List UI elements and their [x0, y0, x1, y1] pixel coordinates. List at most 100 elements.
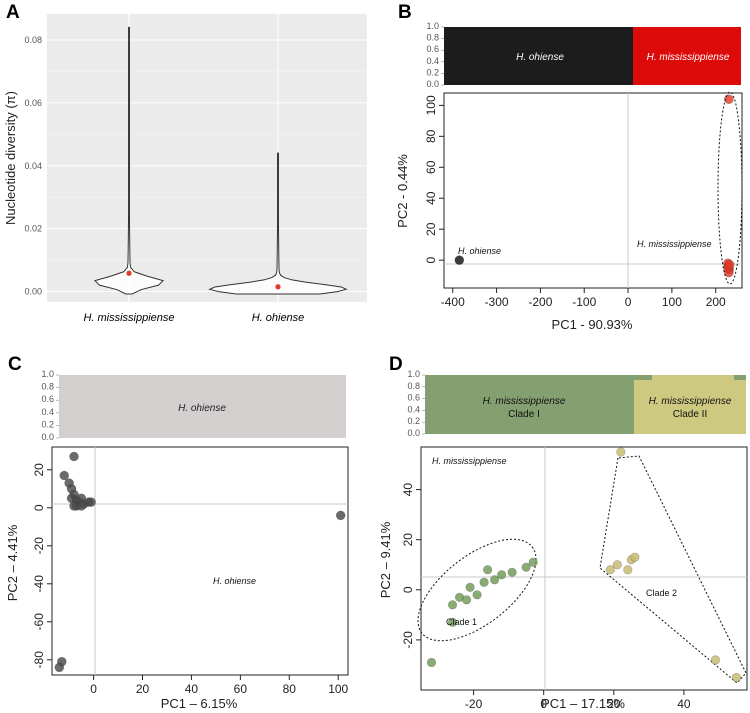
- y-tick-label: 60: [424, 160, 438, 174]
- structure-tick-label: 0.0: [407, 428, 420, 438]
- panel-d-bar-label-2: H. mississippiense: [649, 396, 732, 407]
- y-tick-label: 20: [401, 533, 415, 547]
- x-tick-label: 80: [283, 682, 297, 696]
- panel-c-letter: C: [8, 354, 22, 375]
- panel-d-plot-frame: [420, 446, 748, 691]
- panel-d-point: [465, 582, 475, 592]
- panel-a-y-tick: 0.00: [24, 287, 42, 297]
- panel-d-bar-admix-1: [634, 375, 652, 380]
- panel-c-structure: H. ohiense 0.0 0.2 0.4 0.6 0.8 1.0: [41, 369, 346, 442]
- panel-d-letter: D: [389, 354, 403, 375]
- panel-c-point: [76, 501, 87, 511]
- panel-a-y-label: Nucleotide diversity (π): [3, 91, 18, 225]
- panel-d-point: [612, 560, 622, 570]
- structure-tick-label: 1.0: [41, 369, 54, 379]
- x-tick-label: -400: [441, 295, 465, 309]
- panel-a-violin: [208, 152, 348, 295]
- panel-b-structure: H. ohiense H. mississippiense 0.00.20.40…: [426, 21, 741, 89]
- panel-d-bar-label-1b: Clade I: [508, 409, 540, 420]
- panel-c: C H. ohiense 0.0 0.2 0.4 0.6 0.8 1.0 0 20 40 60 8…: [5, 354, 349, 711]
- x-tick-label: 20: [136, 682, 150, 696]
- panel-d-point: [497, 570, 507, 580]
- structure-tick-label: 0.4: [407, 404, 420, 414]
- panel-d-point: [479, 577, 489, 587]
- panel-b: B H. ohiense H. mississippiense 0.00.20.…: [395, 2, 743, 332]
- panel-d-point: [472, 590, 482, 600]
- panel-d-bar-admix-2: [734, 375, 746, 380]
- panel-b-bar-ohiense: [444, 27, 633, 85]
- panel-c-point: [54, 662, 65, 673]
- panel-b-annotation-ohiense: H. ohiense: [458, 246, 501, 256]
- panel-d-point: [521, 562, 531, 572]
- panel-d-point: [461, 595, 472, 605]
- y-tick-label: -20: [32, 537, 46, 555]
- x-tick-label: 0: [540, 697, 547, 711]
- panel-c-x-label: PC1 – 6.15%: [161, 696, 238, 711]
- x-tick-label: 0: [90, 682, 97, 696]
- panel-a-y-tick: 0.04: [24, 161, 42, 171]
- panel-d-annotation-clade2: Clade 2: [646, 588, 677, 598]
- panel-c-plot-frame: [51, 446, 349, 676]
- panel-d-points: [426, 447, 742, 683]
- panel-a-violin: [93, 26, 165, 295]
- x-tick-label: 200: [706, 295, 726, 309]
- panel-b-points: [454, 94, 735, 278]
- panel-d-bar-label-2b: Clade II: [673, 409, 707, 420]
- y-tick-label: 0: [424, 256, 438, 263]
- panel-d-x-label: PC1 – 17.15%: [541, 696, 625, 711]
- panel-a-plot-bg: [47, 14, 367, 302]
- panel-b-y-label: PC2 - 0.44%: [395, 154, 410, 228]
- panel-d-point: [630, 552, 640, 562]
- structure-tick-label: 1.0: [407, 369, 420, 379]
- panel-c-annotation-ohiense: H. ohiense: [213, 576, 256, 586]
- panel-b-bar-label-ohiense: H. ohiense: [516, 52, 564, 63]
- panel-d-point: [490, 575, 500, 585]
- y-tick-label: -40: [32, 575, 46, 593]
- panel-d-point: [623, 565, 633, 575]
- y-tick-label: 40: [424, 191, 438, 205]
- panel-c-points: [54, 451, 346, 673]
- y-tick-label: 20: [424, 222, 438, 236]
- panel-d-axes: -20 0 20 40 40 20 0 -20: [401, 483, 691, 711]
- structure-tick-label: 1.0: [426, 21, 439, 31]
- y-tick-label: 0: [32, 504, 46, 511]
- panel-a-violins: [93, 26, 348, 295]
- panel-d-point: [616, 447, 626, 457]
- panel-b-bar-mississippiense: [633, 27, 741, 85]
- panel-a-y-tick: 0.02: [24, 224, 42, 234]
- panel-a-x-tick-2: H. ohiense: [252, 312, 305, 324]
- panel-a-x-tick-1: H. mississippiense: [83, 312, 174, 324]
- structure-tick-label: 0.6: [41, 394, 54, 404]
- panel-c-point: [335, 510, 346, 521]
- structure-tick-label: 0.8: [41, 382, 54, 392]
- panel-b-annotation-mississippiense: H. mississippiense: [637, 239, 712, 249]
- panel-b-letter: B: [398, 2, 412, 23]
- panel-d-structure-ticks: 0.0 0.2 0.40.6 0.8 1.0: [407, 369, 425, 438]
- panel-d-clade2-hull: [599, 455, 747, 684]
- y-tick-label: 100: [424, 95, 438, 115]
- panel-d-point: [447, 600, 458, 610]
- panel-d-point: [426, 657, 437, 668]
- panel-c-y-label: PC2 – 4.41%: [5, 524, 20, 601]
- panel-d-point: [605, 565, 615, 575]
- panel-d-annotation-species: H. mississippiense: [432, 456, 507, 466]
- x-tick-label: 100: [328, 682, 348, 696]
- panel-d-point: [483, 565, 493, 575]
- y-tick-label: 40: [401, 483, 415, 497]
- structure-tick-label: 0.0: [426, 79, 439, 89]
- panel-b-bar-label-mississippiense: H. mississippiense: [647, 52, 730, 63]
- panel-b-point: [724, 259, 735, 270]
- panel-d-point: [507, 567, 517, 577]
- panel-c-point: [59, 470, 70, 481]
- panel-b-axes: -400 -300 -200 -100 0 100 200 0 20 40 60 80 100: [424, 95, 726, 309]
- panel-d-clade1-ellipse: [417, 538, 537, 642]
- panel-d-point: [731, 672, 742, 683]
- structure-tick-label: 0.0: [41, 432, 54, 442]
- panel-b-structure-ticks: 0.0 0.20.4 0.60.8 1.0: [426, 21, 444, 89]
- panel-b-point: [724, 94, 734, 104]
- panel-d-annotation-clade1: Clade 1: [446, 617, 477, 627]
- panel-c-point: [86, 497, 96, 507]
- y-tick-label: -20: [401, 631, 415, 649]
- panel-d-bar-clade2: [634, 375, 746, 434]
